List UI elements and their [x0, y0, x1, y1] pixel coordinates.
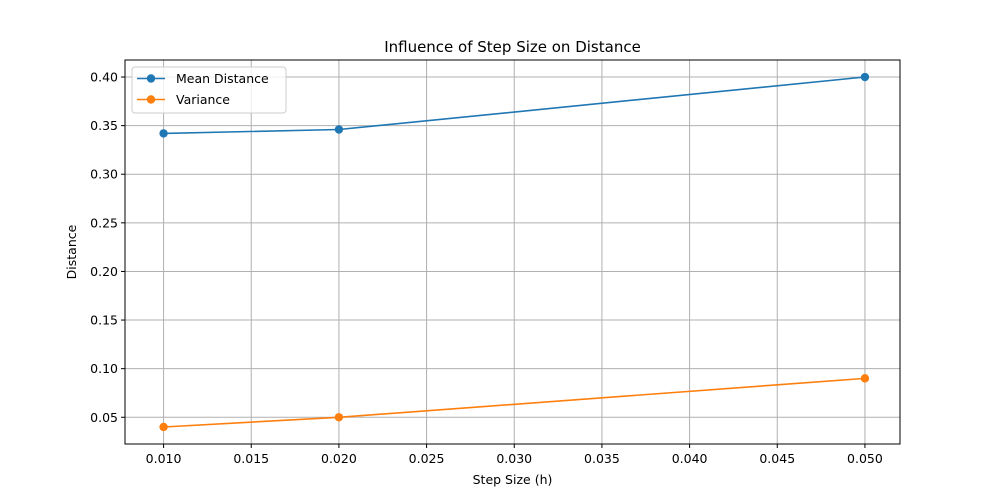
legend: Mean Distance Variance — [132, 67, 286, 113]
x-tick-label: 0.035 — [584, 451, 620, 466]
x-tick-label: 0.030 — [496, 451, 532, 466]
y-tick-label: 0.05 — [90, 410, 118, 425]
x-axis-label: Step Size (h) — [473, 472, 553, 487]
data-point-mean-distance — [159, 129, 167, 137]
x-tick-label: 0.025 — [409, 451, 445, 466]
y-tick-label: 0.25 — [90, 215, 118, 230]
data-point-mean-distance — [861, 73, 869, 81]
legend-label-variance: Variance — [176, 92, 230, 107]
plot-frame — [125, 60, 900, 444]
x-axis: 0.010 0.015 0.020 0.025 0.030 0.035 0.040 0.045… — [146, 444, 883, 466]
legend-marker-mean-distance — [147, 74, 155, 82]
x-tick-label: 0.050 — [847, 451, 883, 466]
data-point-variance — [861, 374, 869, 382]
y-tick-label: 0.30 — [90, 167, 118, 182]
chart-title: Influence of Step Size on Distance — [384, 38, 641, 56]
y-tick-label: 0.20 — [90, 264, 118, 279]
x-tick-label: 0.020 — [321, 451, 357, 466]
data-point-mean-distance — [335, 125, 343, 133]
y-tick-label: 0.10 — [90, 361, 118, 376]
y-tick-label: 0.40 — [90, 70, 118, 85]
y-axis: 0.05 0.10 0.15 0.20 0.25 0.30 0.35 0.40 — [90, 70, 125, 425]
legend-marker-variance — [147, 95, 155, 103]
x-tick-label: 0.040 — [672, 451, 708, 466]
legend-label-mean-distance: Mean Distance — [176, 71, 269, 86]
y-tick-label: 0.35 — [90, 118, 118, 133]
data-point-variance — [335, 413, 343, 421]
y-axis-label: Distance — [64, 224, 79, 279]
grid — [125, 60, 900, 444]
x-tick-label: 0.015 — [233, 451, 269, 466]
x-tick-label: 0.045 — [759, 451, 795, 466]
y-tick-label: 0.15 — [90, 313, 118, 328]
data-point-variance — [159, 423, 167, 431]
x-tick-label: 0.010 — [146, 451, 182, 466]
